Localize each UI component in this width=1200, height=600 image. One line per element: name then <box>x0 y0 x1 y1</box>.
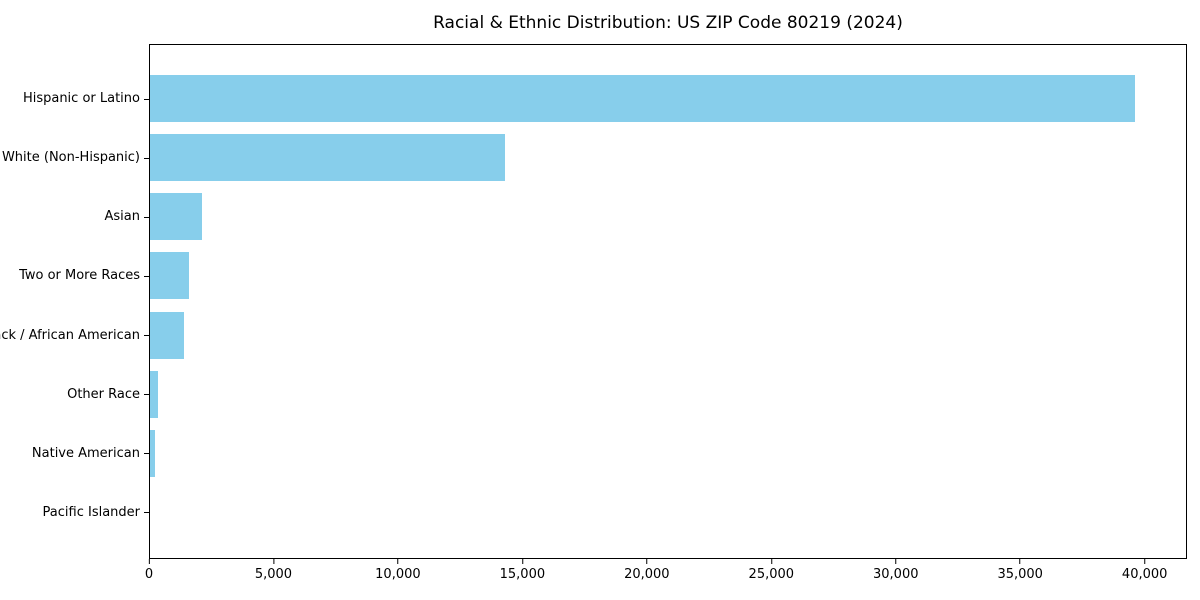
x-axis-tick: 25,000 <box>748 559 795 582</box>
y-axis-tick <box>144 453 149 455</box>
x-tick-label: 10,000 <box>375 567 421 582</box>
bar-row: Two or More Races <box>19 246 1186 305</box>
bar-row: Black / African American <box>0 306 1186 365</box>
chart-title: Racial & Ethnic Distribution: US ZIP Cod… <box>433 13 903 33</box>
y-axis-label: Pacific Islander <box>42 504 140 520</box>
y-axis-label: Two or More Races <box>19 268 140 284</box>
y-axis-tick <box>144 275 149 277</box>
x-tick-label: 40,000 <box>1121 567 1168 582</box>
bar-row: Native American <box>32 424 1186 483</box>
x-axis-tick: 15,000 <box>499 559 546 582</box>
x-axis-tick: 5,000 <box>255 559 292 582</box>
x-axis-tick: 30,000 <box>873 559 919 582</box>
y-axis-label: Other Race <box>67 386 140 402</box>
y-axis-label: Hispanic or Latino <box>22 91 140 107</box>
bar-row: White (Non-Hispanic) <box>2 128 1186 187</box>
x-tick-mark <box>521 559 523 564</box>
bar <box>150 311 185 359</box>
y-axis-label: Black / African American <box>0 327 140 343</box>
y-axis-tick <box>144 394 149 396</box>
x-tick-label: 0 <box>144 567 154 582</box>
x-tick-label: 30,000 <box>873 567 919 582</box>
plot-area: Hispanic or Latino White (Non-Hispanic) As… <box>0 44 1187 559</box>
bar-row: Asian <box>105 187 1186 246</box>
bar <box>150 370 158 418</box>
y-axis-tick <box>144 98 149 100</box>
x-tick-mark <box>272 559 274 564</box>
bar <box>150 193 203 241</box>
y-axis-tick <box>144 216 149 218</box>
bar-row: Hispanic or Latino <box>23 69 1186 128</box>
bar-row: Pacific Islander <box>43 483 1186 542</box>
x-tick-label: 15,000 <box>499 567 546 582</box>
x-tick-label: 20,000 <box>624 567 670 582</box>
x-tick-mark <box>1144 559 1146 564</box>
x-tick-mark <box>646 559 648 564</box>
x-axis-tick: 10,000 <box>375 559 421 582</box>
bar <box>150 252 189 300</box>
x-axis-tick: 35,000 <box>997 559 1043 582</box>
bar-rows-container: Hispanic or Latino White (Non-Hispanic) As… <box>0 45 1186 558</box>
y-axis-label: White (Non-Hispanic) <box>1 150 140 166</box>
x-tick-label: 35,000 <box>997 567 1043 582</box>
bar <box>150 134 506 182</box>
x-tick-label: 5,000 <box>254 567 293 582</box>
x-axis-tick: 20,000 <box>624 559 670 582</box>
x-tick-mark <box>397 559 399 564</box>
y-axis-tick <box>144 512 149 514</box>
x-tick-mark <box>770 559 772 564</box>
y-axis-label: Asian <box>104 209 140 225</box>
x-axis: 0 5,000 10,000 15,000 20,000 25,000 30,000 35,0… <box>145 559 1187 593</box>
y-axis-tick <box>144 335 149 337</box>
x-tick-mark <box>1019 559 1021 564</box>
y-axis-label: Native American <box>31 445 140 461</box>
bar <box>150 75 1136 123</box>
x-tick-mark <box>895 559 897 564</box>
x-axis-tick: 40,000 <box>1121 559 1168 582</box>
x-tick-mark <box>148 559 150 564</box>
x-tick-label: 25,000 <box>748 567 795 582</box>
bar-row: Other Race <box>67 365 1186 424</box>
y-axis-tick <box>144 157 149 159</box>
x-axis-tick: 0 <box>145 559 153 582</box>
bar <box>150 429 155 477</box>
